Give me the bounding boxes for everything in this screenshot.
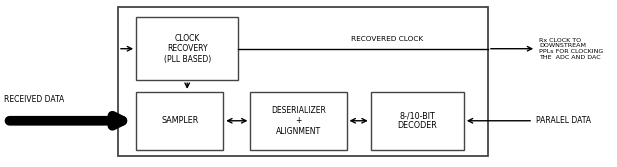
Text: Rx CLOCK TO
DOWNSTREAM
PPLs FOR CLOCKING
THE  ADC AND DAC: Rx CLOCK TO DOWNSTREAM PPLs FOR CLOCKING… xyxy=(539,38,603,60)
Bar xyxy=(371,92,464,150)
Bar xyxy=(118,7,488,156)
Bar xyxy=(136,17,238,80)
Text: DESERIALIZER
+
ALIGNMENT: DESERIALIZER + ALIGNMENT xyxy=(271,106,326,136)
Bar xyxy=(251,92,347,150)
Text: RECOVERED CLOCK: RECOVERED CLOCK xyxy=(351,36,423,42)
Text: SAMPLER: SAMPLER xyxy=(161,116,198,125)
Text: RECEIVED DATA: RECEIVED DATA xyxy=(4,95,64,104)
Text: PARALEL DATA: PARALEL DATA xyxy=(536,116,591,125)
Bar xyxy=(136,92,223,150)
Text: CLOCK
RECOVERY
(PLL BASED): CLOCK RECOVERY (PLL BASED) xyxy=(164,34,211,64)
Text: 8-/10-BIT
DECODER: 8-/10-BIT DECODER xyxy=(397,111,437,130)
